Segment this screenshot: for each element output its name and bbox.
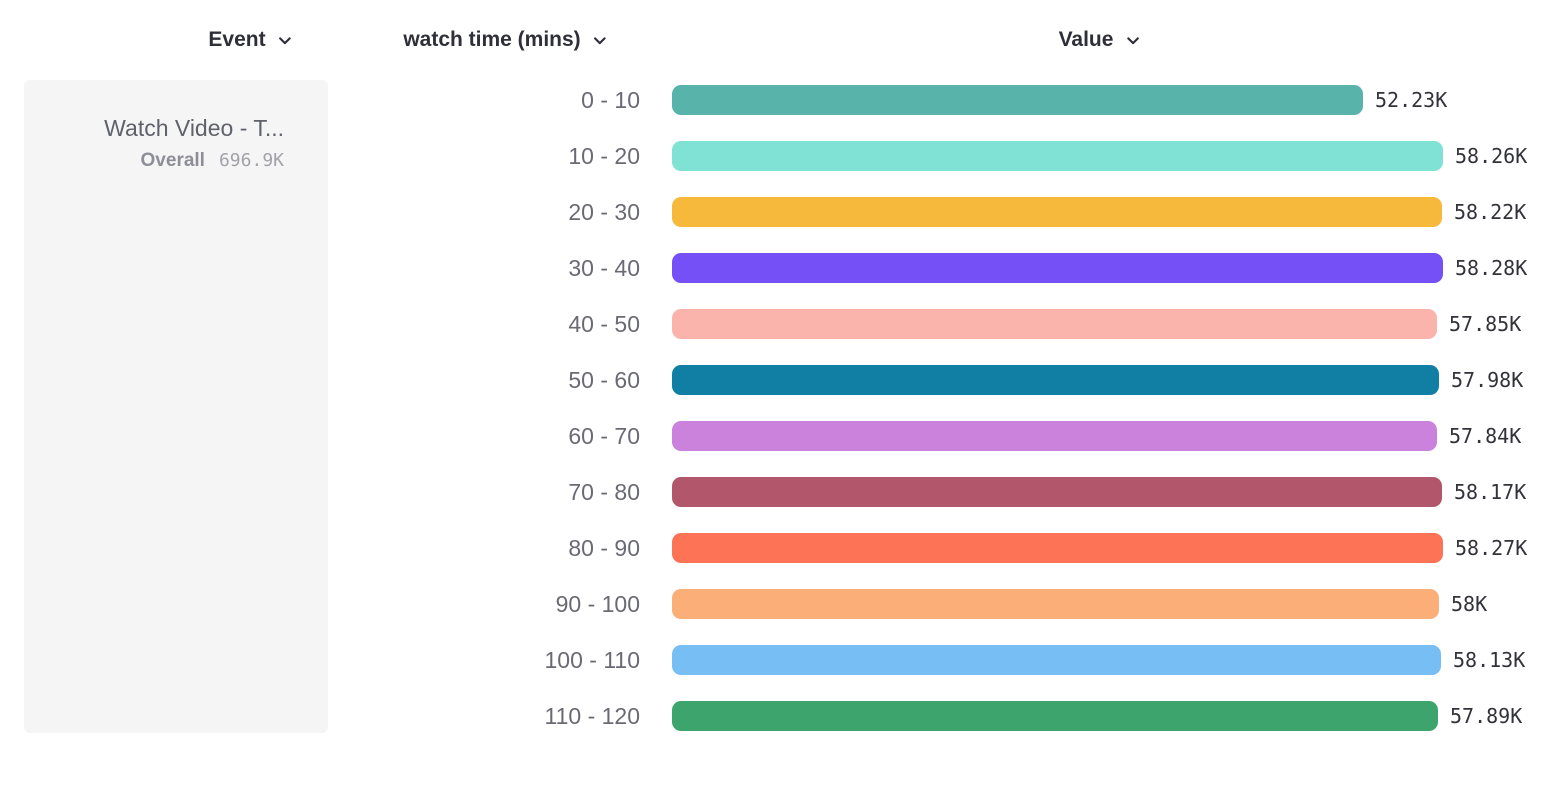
category-label: 100 - 110 [544,646,640,673]
value-column-header[interactable]: Value [1059,28,1142,52]
overall-value: 696.9K [218,150,284,171]
chart-row: 50 - 60 57.98K [0,352,1568,408]
category-label: 60 - 70 [568,422,640,449]
category-label: 70 - 80 [568,478,640,505]
bar-segment[interactable] [672,701,1438,731]
breakdown-column-label: watch time (mins) [403,28,581,51]
category-label: 40 - 50 [568,310,640,337]
event-title: Watch Video - T... [104,115,284,141]
bar-segment[interactable] [672,309,1437,339]
value-label: 58.26K [1455,144,1528,168]
bar-segment[interactable] [672,589,1439,619]
bar-segment[interactable] [672,85,1363,115]
bar-segment[interactable] [672,645,1441,675]
chart-row: 80 - 90 58.27K [0,520,1568,576]
category-label: 10 - 20 [568,142,640,169]
category-label: 50 - 60 [568,366,640,393]
value-label: 58.13K [1453,648,1526,672]
value-label: 57.85K [1449,312,1522,336]
value-label: 58K [1451,592,1488,616]
chevron-down-icon [594,36,607,44]
chevron-down-icon [1127,36,1139,44]
event-card[interactable]: Watch Video - T... Overall 696.9K [24,80,328,733]
value-column-label: Value [1058,28,1114,51]
chart-row: 10 - 20 58.26K [0,128,1568,184]
value-label: 58.17K [1454,480,1527,504]
chart-row: 110 - 120 57.89K [0,688,1568,744]
category-label: 30 - 40 [568,254,640,281]
bar-segment[interactable] [672,477,1442,507]
event-overall-row: Overall 696.9K [24,150,284,172]
bar-segment[interactable] [672,197,1442,227]
bar-segment[interactable] [672,141,1443,171]
breakdown-column-header[interactable]: watch time (mins) [403,28,608,52]
event-column-label: Event [208,28,266,51]
bar-chart-rows: 0 - 10 52.23K 10 - 20 58.26K 20 - 30 58.22K 30… [0,72,1568,744]
chart-row: 100 - 110 58.13K [0,632,1568,688]
category-label: 20 - 30 [568,198,640,225]
event-column-header[interactable]: Event [208,28,293,52]
chart-row: 60 - 70 57.84K [0,408,1568,464]
bar-segment[interactable] [672,533,1443,563]
bar-segment[interactable] [672,253,1443,283]
category-label: 90 - 100 [555,590,640,617]
value-label: 58.28K [1455,256,1528,280]
value-label: 57.89K [1450,704,1523,728]
chart-row: 20 - 30 58.22K [0,184,1568,240]
chart-row: 90 - 100 58K [0,576,1568,632]
chart-row: 70 - 80 58.17K [0,464,1568,520]
category-label: 110 - 120 [544,702,640,729]
chart-row: 40 - 50 57.85K [0,296,1568,352]
value-label: 57.84K [1449,424,1522,448]
value-label: 57.98K [1451,368,1524,392]
bar-segment[interactable] [672,421,1437,451]
chart-row: 0 - 10 52.23K [0,72,1568,128]
overall-label: Overall [140,150,205,171]
category-label: 80 - 90 [568,534,640,561]
value-label: 58.27K [1455,536,1528,560]
chevron-down-icon [279,36,291,44]
chart-row: 30 - 40 58.28K [0,240,1568,296]
value-label: 52.23K [1375,88,1448,112]
value-label: 58.22K [1454,200,1527,224]
category-label: 0 - 10 [581,86,640,113]
bar-segment[interactable] [672,365,1439,395]
